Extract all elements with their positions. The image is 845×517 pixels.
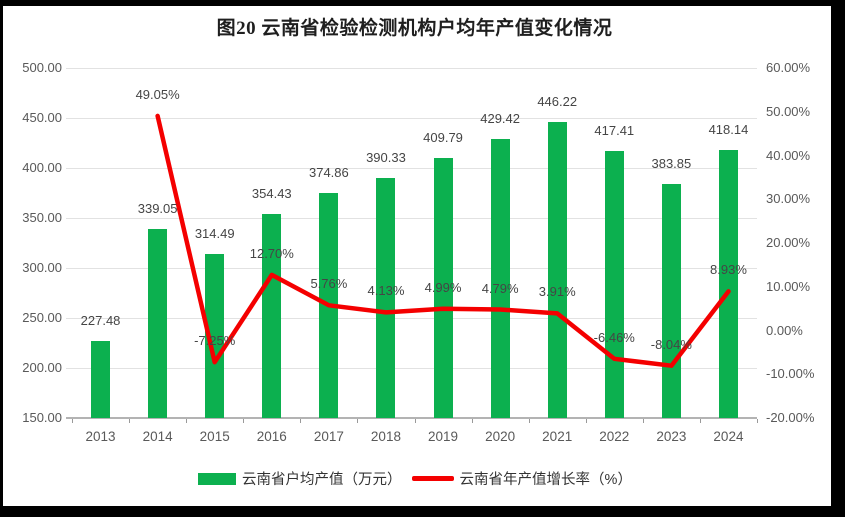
bar-value-label: 314.49	[194, 225, 235, 241]
line-series-swatch	[411, 476, 454, 481]
bar-value-label: 429.42	[480, 110, 520, 126]
growth-rate-label: -6.46%	[593, 329, 635, 345]
right-axis-tick-label: -10.00%	[766, 366, 815, 382]
x-axis-category-label: 2021	[542, 429, 573, 444]
left-axis-tick-label: 200.00	[22, 360, 62, 375]
frame-border-right	[831, 0, 845, 517]
x-axis-tick	[186, 419, 188, 423]
growth-rate-label: 12.70%	[249, 245, 294, 261]
growth-rate-label: -8.04%	[650, 336, 692, 352]
bar-2017	[319, 193, 339, 418]
bar-value-label: 383.85	[651, 156, 692, 172]
x-axis-category-label: 2024	[713, 429, 744, 444]
gridline	[66, 68, 757, 69]
bar-2014	[148, 228, 168, 418]
growth-rate-label: 8.93%	[710, 262, 747, 278]
x-axis-category-label: 2022	[599, 429, 630, 444]
bar-2020	[490, 138, 510, 418]
bar-value-label: 409.79	[423, 130, 463, 146]
bar-2024	[718, 149, 738, 418]
gridline	[66, 368, 757, 369]
x-axis-tick	[585, 419, 587, 423]
legend-item-bar-series: 云南省户均产值（万元）	[198, 468, 402, 489]
x-axis-tick	[72, 419, 73, 423]
left-axis-tick-label: 450.00	[22, 110, 62, 125]
x-axis-tick	[300, 419, 302, 423]
right-axis-tick-label: 20.00%	[766, 235, 811, 250]
legend-label: 云南省年产值增长率（%）	[459, 472, 632, 488]
bar-value-label: 418.14	[708, 121, 749, 137]
x-axis-category-label: 2018	[370, 429, 401, 444]
right-axis-tick-label: 10.00%	[766, 278, 811, 294]
x-axis-category-label: 2013	[85, 429, 116, 444]
legend-item-line-series: 云南省年产值增长率（%）	[411, 468, 632, 489]
growth-rate-label: 4.13%	[367, 283, 405, 299]
gridline	[66, 218, 757, 219]
chart-title: 图20 云南省检验检测机构户均年产值变化情况	[216, 18, 613, 39]
gridline	[66, 318, 757, 319]
left-axis-tick-label: 350.00	[22, 210, 62, 225]
right-axis-tick-label: 0.00%	[766, 322, 803, 338]
legend-label: 云南省户均产值（万元）	[242, 472, 402, 488]
x-axis-category-label: 2020	[485, 429, 516, 444]
bar-2013	[91, 340, 111, 418]
bar-value-label: 374.86	[308, 165, 349, 181]
bar-value-label: 390.33	[366, 149, 406, 165]
x-axis-tick	[699, 419, 701, 423]
right-axis-tick-label: -20.00%	[766, 410, 815, 425]
left-axis-tick-label: 300.00	[22, 260, 62, 275]
x-axis-tick	[357, 419, 359, 423]
bar-2023	[661, 184, 681, 418]
right-axis-tick-label: 60.00%	[766, 60, 811, 75]
left-axis-tick-label: 500.00	[22, 60, 62, 75]
gridline	[66, 118, 757, 119]
bar-value-label: 446.22	[537, 93, 578, 109]
growth-rate-label: 3.91%	[538, 284, 576, 300]
gridline	[66, 268, 757, 269]
growth-rate-label: 49.05%	[135, 86, 180, 102]
right-axis-tick-label: 40.00%	[766, 147, 811, 163]
x-axis-tick	[528, 419, 530, 423]
legend: 云南省户均产值（万元） 云南省年产值增长率（%）	[0, 468, 830, 489]
left-axis-tick-label: 400.00	[22, 160, 62, 175]
bar-value-label: 227.48	[80, 312, 121, 328]
bar-value-label: 339.05	[137, 200, 178, 216]
frame-border-bottom	[0, 506, 845, 517]
bar-value-label: 417.41	[594, 122, 635, 138]
growth-rate-label: 4.79%	[481, 280, 519, 296]
bar-value-label: 354.43	[251, 185, 292, 201]
x-axis-category-label: 2016	[256, 429, 287, 444]
x-axis-category-label: 2023	[656, 429, 687, 444]
x-axis-category-label: 2019	[428, 429, 459, 444]
bar-2016	[262, 213, 282, 418]
x-axis-tick	[471, 419, 473, 423]
growth-rate-label: 4.99%	[424, 279, 462, 295]
left-axis-tick-label: 250.00	[22, 310, 62, 325]
x-axis-tick	[757, 419, 758, 423]
frame-border-top	[0, 0, 845, 6]
bar-2022	[604, 150, 624, 418]
growth-rate-label: 5.76%	[310, 276, 348, 292]
growth-rate-label: -7.25%	[194, 333, 236, 349]
frame-border-left	[0, 0, 3, 517]
x-axis-category-label: 2017	[313, 429, 344, 444]
x-axis-tick	[642, 419, 644, 423]
x-axis-tick	[243, 419, 245, 423]
right-axis-tick-label: 50.00%	[766, 103, 811, 119]
right-axis-tick-label: 30.00%	[766, 191, 811, 207]
x-axis-tick	[129, 419, 131, 423]
x-axis-line	[66, 417, 757, 419]
left-axis-tick-label: 150.00	[22, 410, 62, 425]
x-axis-category-label: 2014	[142, 429, 173, 444]
bar-2021	[547, 121, 567, 418]
bar-series-swatch	[198, 472, 237, 485]
x-axis-tick	[414, 419, 416, 423]
x-axis-category-label: 2015	[199, 429, 230, 444]
